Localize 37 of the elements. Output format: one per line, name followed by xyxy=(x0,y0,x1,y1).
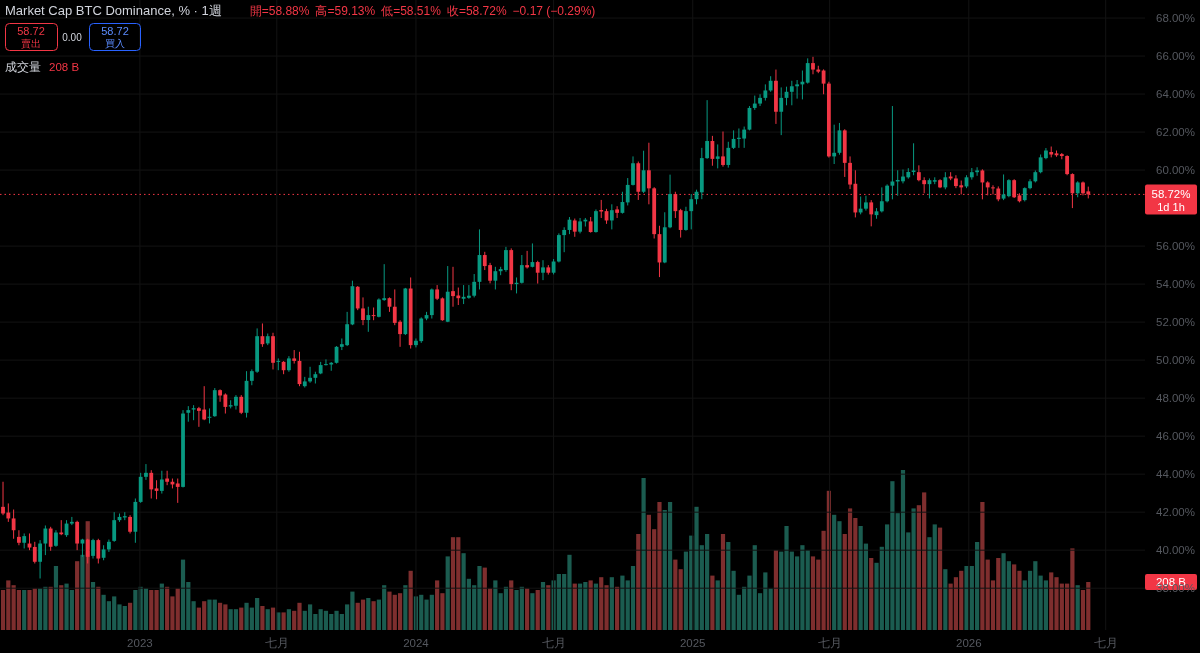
y-tick-label: 54.00% xyxy=(1155,278,1195,291)
annotation: 低=58.51% xyxy=(381,4,442,18)
y-tick-label: 48.00% xyxy=(1155,392,1195,405)
y-tick-label: 64.00% xyxy=(1155,88,1195,101)
annotation: 成交量 xyxy=(5,60,41,73)
y-tick-label: 42.00% xyxy=(1155,506,1195,519)
text: 1d 1h xyxy=(1157,201,1185,214)
x-tick-label: 2026 xyxy=(955,637,982,649)
x-tick-label: 七月 xyxy=(1093,637,1118,649)
annotation: −0.17 (−0.29%) xyxy=(512,4,596,18)
y-tick-label: 50.00% xyxy=(1155,354,1195,367)
annotation: 開=58.88% xyxy=(249,4,310,18)
annotation: 0.00 xyxy=(62,32,83,43)
y-tick-label: 60.00% xyxy=(1155,164,1195,177)
annotation: 賣出 xyxy=(21,38,41,49)
annotation: 208 B xyxy=(49,61,80,73)
x-tick-label: 2024 xyxy=(403,637,430,649)
x-tick-label: 2025 xyxy=(679,637,706,649)
y-tick-label: 68.00% xyxy=(1155,12,1195,25)
x-tick-label: 七月 xyxy=(817,637,842,649)
annotation: 58.72 xyxy=(17,25,45,37)
annotation: 高=59.13% xyxy=(315,4,376,18)
y-tick-label: 46.00% xyxy=(1155,430,1195,443)
annotation: 收=58.72% xyxy=(446,4,507,18)
annotation: 58.72 xyxy=(101,25,129,37)
annotation: 買入 xyxy=(105,38,125,49)
x-tick-label: 七月 xyxy=(264,637,289,649)
y-tick-label: 66.00% xyxy=(1155,50,1195,63)
ref-line-label: 58.72% xyxy=(1151,188,1191,201)
chart-title: Market Cap BTC Dominance, % · 1週 xyxy=(5,3,222,18)
y-tick-label: 52.00% xyxy=(1155,316,1195,329)
y-tick-label: 62.00% xyxy=(1155,126,1195,139)
y-tick-label: 40.00% xyxy=(1155,544,1195,557)
y-tick-label: 56.00% xyxy=(1155,240,1195,253)
x-tick-label: 七月 xyxy=(541,637,566,649)
y-tick-label: 44.00% xyxy=(1155,468,1195,481)
x-tick-label: 2023 xyxy=(127,637,153,649)
